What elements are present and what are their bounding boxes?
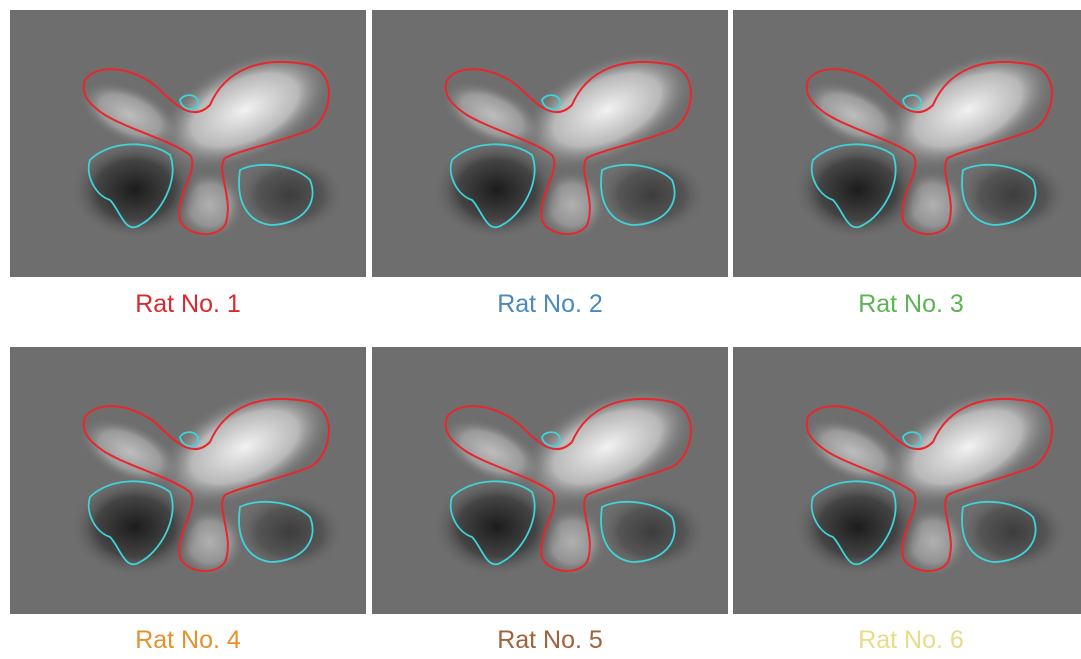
panel-label: Rat No. 3	[733, 290, 1081, 319]
brain-map	[733, 10, 1081, 277]
brain-map	[372, 10, 728, 277]
brain-map	[733, 347, 1081, 614]
figure: Rat No. 1Rat No. 2Rat No. 3Rat No. 4Rat …	[0, 0, 1081, 659]
panel-label: Rat No. 5	[372, 626, 728, 655]
brain-map	[10, 347, 366, 614]
panel-label: Rat No. 1	[10, 290, 366, 319]
panel-label: Rat No. 6	[733, 626, 1081, 655]
panel-label: Rat No. 4	[10, 626, 366, 655]
brain-map	[10, 10, 366, 277]
panel-label: Rat No. 2	[372, 290, 728, 319]
brain-map	[372, 347, 728, 614]
